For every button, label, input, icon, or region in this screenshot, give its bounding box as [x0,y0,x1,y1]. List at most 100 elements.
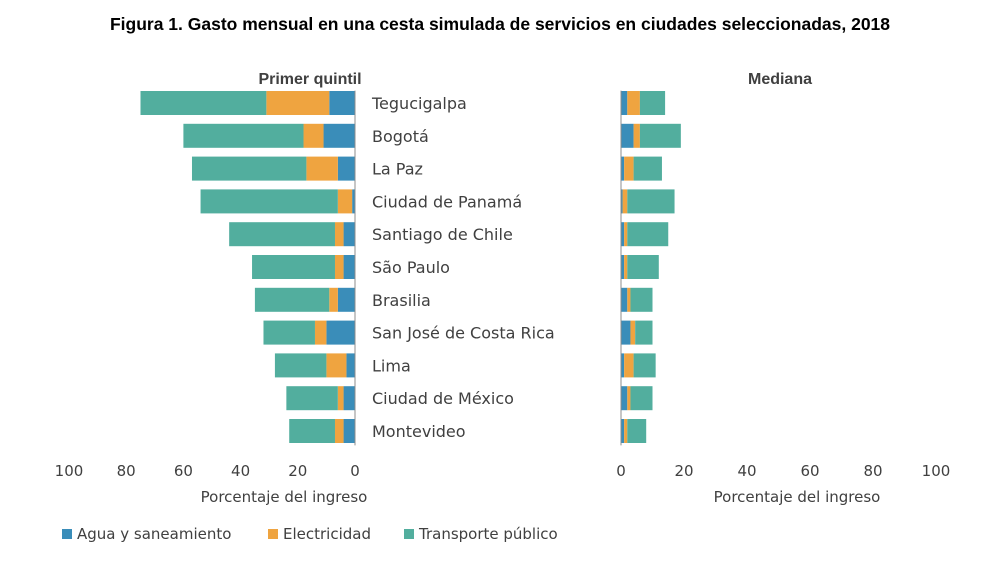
mediana-bar-lima-agua-y-saneamiento [621,353,625,378]
city-label-ciudad-de-mexico: Ciudad de México [372,389,514,408]
mediana-tick-40: 40 [737,462,756,480]
primer-quintil-bar-ciudad-de-mexico-electricidad [337,386,344,411]
chart-title: Figura 1. Gasto mensual en una cesta sim… [109,14,891,34]
primer-quintil-tick-20: 20 [288,462,307,480]
mediana-bar-san-jose-de-costa-rica-agua-y-saneamiento [621,320,631,345]
mediana-bar-san-jose-de-costa-rica-electricidad [630,320,636,345]
mediana-bar-ciudad-de-mexico-transporte-publico [630,386,653,411]
primer-quintil-bar-bogota-transporte-publico [183,123,304,148]
mediana-bar-ciudad-de-panama-agua-y-saneamiento [621,189,623,214]
primer-quintil-bar-lima-agua-y-saneamiento [346,353,355,378]
mediana-tick-100: 100 [922,462,951,480]
primer-quintil-bar-ciudad-de-panama-agua-y-saneamiento [352,189,355,214]
mediana-panel-title: Mediana [748,71,812,88]
primer-quintil-bar-brasilia-transporte-publico [254,287,330,312]
primer-quintil-bar-santiago-de-chile-electricidad [334,222,344,247]
mediana-bar-santiago-de-chile-transporte-publico [627,222,669,247]
mediana-bar-la-paz-transporte-publico [633,156,662,181]
mediana-bar-montevideo-electricidad [624,419,628,443]
mediana-bar-santiago-de-chile-agua-y-saneamiento [621,222,625,247]
primer-quintil-bar-bogota-agua-y-saneamiento [323,123,355,148]
mediana-bar-ciudad-de-mexico-agua-y-saneamiento [621,386,628,411]
city-label-la-paz: La Paz [372,160,423,179]
mediana-bar-tegucigalpa-transporte-publico [639,91,666,115]
mediana-bar-bogota-agua-y-saneamiento [621,123,634,148]
mediana-bar-tegucigalpa-agua-y-saneamiento [621,91,628,115]
mediana-axis-title: Porcentaje del ingreso [714,488,881,506]
mediana-bar-brasilia-agua-y-saneamiento [621,287,628,312]
primer-quintil-bar-ciudad-de-mexico-transporte-publico [286,386,338,411]
city-label-santiago-de-chile: Santiago de Chile [372,225,513,244]
primer-quintil-bar-bogota-electricidad [303,123,324,148]
primer-quintil-bar-ciudad-de-panama-electricidad [337,189,353,214]
primer-quintil-bar-tegucigalpa-agua-y-saneamiento [329,91,355,115]
city-label-bogota: Bogotá [372,127,429,146]
primer-quintil-bar-san-jose-de-costa-rica-electricidad [314,320,327,345]
primer-quintil-bar-montevideo-transporte-publico [289,419,335,443]
mediana-bar-brasilia-transporte-publico [630,287,653,312]
primer-quintil-bar-brasilia-electricidad [329,287,338,312]
primer-quintil-bar-sao-paulo-electricidad [334,255,344,279]
mediana-bar-montevideo-agua-y-saneamiento [621,419,625,443]
primer-quintil-bar-santiago-de-chile-agua-y-saneamiento [343,222,355,247]
city-label-brasilia: Brasilia [372,291,431,310]
city-label-montevideo: Montevideo [372,422,466,441]
legend-swatch-agua-y-saneamiento [62,529,72,539]
city-label-lima: Lima [372,356,411,375]
primer-quintil-bar-la-paz-agua-y-saneamiento [337,156,355,181]
mediana-bar-la-paz-agua-y-saneamiento [621,156,625,181]
mediana-bar-montevideo-transporte-publico [627,419,647,443]
primer-quintil-bar-brasilia-agua-y-saneamiento [337,287,355,312]
primer-quintil-tick-0: 0 [350,462,360,480]
primer-quintil-bar-la-paz-transporte-publico [191,156,307,181]
legend-swatch-transporte-publico [404,529,414,539]
mediana-bar-lima-electricidad [624,353,634,378]
mediana-bar-lima-transporte-publico [633,353,656,378]
mediana-tick-60: 60 [800,462,819,480]
mediana-tick-0: 0 [616,462,626,480]
mediana-bar-sao-paulo-agua-y-saneamiento [621,255,625,279]
primer-quintil-bar-ciudad-de-panama-transporte-publico [200,189,338,214]
mediana-bar-bogota-electricidad [633,123,640,148]
primer-quintil-bar-tegucigalpa-transporte-publico [140,91,267,115]
primer-quintil-bar-sao-paulo-agua-y-saneamiento [343,255,355,279]
primer-quintil-bar-sao-paulo-transporte-publico [252,255,335,279]
primer-quintil-bar-montevideo-electricidad [334,419,344,443]
mediana-bar-tegucigalpa-electricidad [627,91,640,115]
primer-quintil-bar-santiago-de-chile-transporte-publico [229,222,335,247]
primer-quintil-tick-40: 40 [231,462,250,480]
primer-quintil-bar-tegucigalpa-electricidad [266,91,330,115]
mediana-bar-sao-paulo-electricidad [624,255,628,279]
primer-quintil-bar-montevideo-agua-y-saneamiento [343,419,355,443]
primer-quintil-bar-la-paz-electricidad [306,156,338,181]
legend-label-transporte-publico: Transporte público [418,525,558,543]
mediana-bar-san-jose-de-costa-rica-transporte-publico [635,320,653,345]
city-label-tegucigalpa: Tegucigalpa [371,94,467,113]
primer-quintil-bar-san-jose-de-costa-rica-agua-y-saneamiento [326,320,355,345]
city-label-san-jose-de-costa-rica: San José de Costa Rica [372,324,555,343]
legend-label-agua-y-saneamiento: Agua y saneamiento [77,525,231,543]
primer-quintil-bar-ciudad-de-mexico-agua-y-saneamiento [343,386,355,411]
mediana-bar-brasilia-electricidad [627,287,631,312]
legend-label-electricidad: Electricidad [283,525,371,543]
primer-quintil-tick-100: 100 [55,462,84,480]
primer-quintil-panel-title: Primer quintil [258,71,361,88]
mediana-bar-ciudad-de-panama-electricidad [622,189,628,214]
mediana-bar-ciudad-de-panama-transporte-publico [627,189,675,214]
mediana-bar-bogota-transporte-publico [639,123,681,148]
primer-quintil-axis-title: Porcentaje del ingreso [201,488,368,506]
legend-swatch-electricidad [268,529,278,539]
mediana-bar-la-paz-electricidad [624,156,634,181]
primer-quintil-bar-lima-electricidad [326,353,347,378]
primer-quintil-bar-lima-transporte-publico [274,353,327,378]
mediana-bar-sao-paulo-transporte-publico [627,255,659,279]
mediana-tick-80: 80 [863,462,882,480]
mediana-tick-20: 20 [674,462,693,480]
mediana-bar-ciudad-de-mexico-electricidad [627,386,631,411]
primer-quintil-tick-80: 80 [117,462,136,480]
city-label-ciudad-de-panama: Ciudad de Panamá [372,192,522,211]
mediana-bar-santiago-de-chile-electricidad [624,222,628,247]
city-label-sao-paulo: São Paulo [372,258,450,277]
primer-quintil-bar-san-jose-de-costa-rica-transporte-publico [263,320,315,345]
